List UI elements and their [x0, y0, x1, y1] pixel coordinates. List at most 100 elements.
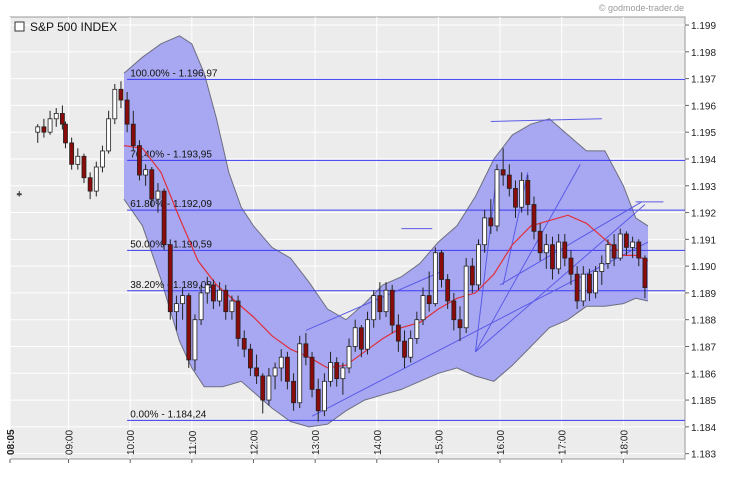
candle-body	[41, 126, 47, 133]
y-tick-label: 1.193	[691, 182, 716, 193]
candle	[174, 295, 179, 331]
candle	[334, 357, 340, 387]
candle-body	[408, 338, 414, 358]
candle	[426, 271, 432, 312]
candle	[562, 233, 568, 267]
candle	[377, 282, 383, 320]
candle-body	[328, 362, 333, 382]
candle	[229, 295, 235, 320]
candle	[482, 209, 488, 253]
candle-body	[137, 145, 142, 176]
candle-body	[426, 295, 432, 305]
candle	[383, 282, 389, 318]
candle-body	[457, 319, 463, 329]
candle	[266, 367, 272, 406]
candle	[87, 172, 93, 200]
candle-body	[420, 295, 426, 321]
candle	[476, 239, 481, 291]
y-tick-label: 1.188	[691, 316, 716, 327]
fib-label: 61.80% - 1.192,09	[130, 199, 212, 210]
candle-body	[112, 88, 118, 120]
y-tick-label: 1.185	[691, 396, 716, 407]
x-axis: 08:05 09:00 10:00 11:00 12:00 13:00 14:00 15:00…	[6, 429, 630, 463]
candle-body	[531, 204, 537, 232]
candle-body	[506, 174, 512, 189]
candle-body	[556, 241, 562, 270]
y-tick-label: 1.194	[691, 155, 716, 166]
candle-body	[69, 142, 75, 165]
candle-body	[204, 284, 210, 294]
candle	[605, 239, 611, 269]
y-tick-label: 1.197	[691, 75, 716, 86]
candle-body	[617, 233, 623, 259]
candle-body	[87, 177, 93, 192]
trend-line	[475, 204, 646, 353]
candle-body	[636, 241, 642, 259]
y-tick-label: 1.191	[691, 235, 716, 246]
fib-label: 0.00% - 1.184,24	[130, 409, 207, 420]
candle-body	[352, 327, 358, 347]
candle	[432, 247, 438, 307]
candle	[574, 266, 580, 309]
candle	[284, 351, 290, 390]
candle-body	[223, 289, 229, 313]
candle-body	[525, 180, 531, 205]
candle	[100, 145, 105, 173]
candle-body	[254, 367, 259, 377]
y-tick-label: 1.183	[691, 450, 716, 461]
candle-body	[211, 284, 216, 302]
y-tick-label: 1.187	[691, 342, 716, 353]
candle	[593, 266, 599, 299]
candle-body	[476, 244, 481, 286]
x-tick-label: 14:00	[373, 430, 384, 455]
candle-body	[284, 356, 290, 382]
candle	[167, 239, 173, 320]
candle-body	[463, 265, 469, 329]
candle-body	[365, 319, 370, 350]
candle	[439, 250, 444, 288]
candle-body	[180, 295, 186, 305]
candle-body	[537, 230, 543, 254]
candle	[371, 290, 377, 328]
candle	[192, 314, 198, 371]
candle-body	[266, 375, 272, 401]
candle-body	[272, 367, 278, 377]
y-axis: 1.183 1.184 1.185 1.186 1.187 1.188 1.189 1.190…	[685, 21, 716, 461]
candle	[16, 191, 22, 197]
candle-body	[291, 380, 296, 404]
candle	[223, 284, 229, 320]
candle	[469, 258, 475, 293]
y-tick-label: 1.186	[691, 369, 716, 380]
y-tick-label: 1.198	[691, 48, 716, 59]
candle	[365, 311, 370, 355]
candle	[408, 330, 414, 363]
candle-body	[611, 244, 617, 259]
candle	[75, 148, 81, 170]
candle	[47, 110, 53, 135]
candle-body	[630, 241, 636, 248]
candle	[106, 110, 112, 154]
candle-body	[93, 166, 99, 192]
candle	[617, 228, 623, 261]
candle	[519, 172, 525, 213]
candle	[254, 354, 259, 384]
candle-body	[130, 123, 136, 146]
candle-body	[81, 155, 87, 179]
candle	[580, 266, 586, 307]
candle	[340, 362, 346, 395]
candle	[414, 311, 420, 344]
candle-body	[580, 273, 586, 302]
candle-body	[106, 118, 112, 152]
candle	[568, 250, 574, 285]
candle-body	[543, 244, 549, 254]
x-tick-label: 15:00	[434, 430, 445, 455]
candle	[531, 196, 537, 240]
candle	[93, 161, 99, 197]
candle-body	[315, 388, 321, 412]
candle	[624, 231, 629, 256]
candle-body	[229, 300, 235, 313]
chart-title: S&P 500 INDEX	[30, 20, 117, 34]
candle	[463, 258, 469, 334]
candle	[346, 338, 352, 374]
candle-body	[469, 265, 475, 286]
